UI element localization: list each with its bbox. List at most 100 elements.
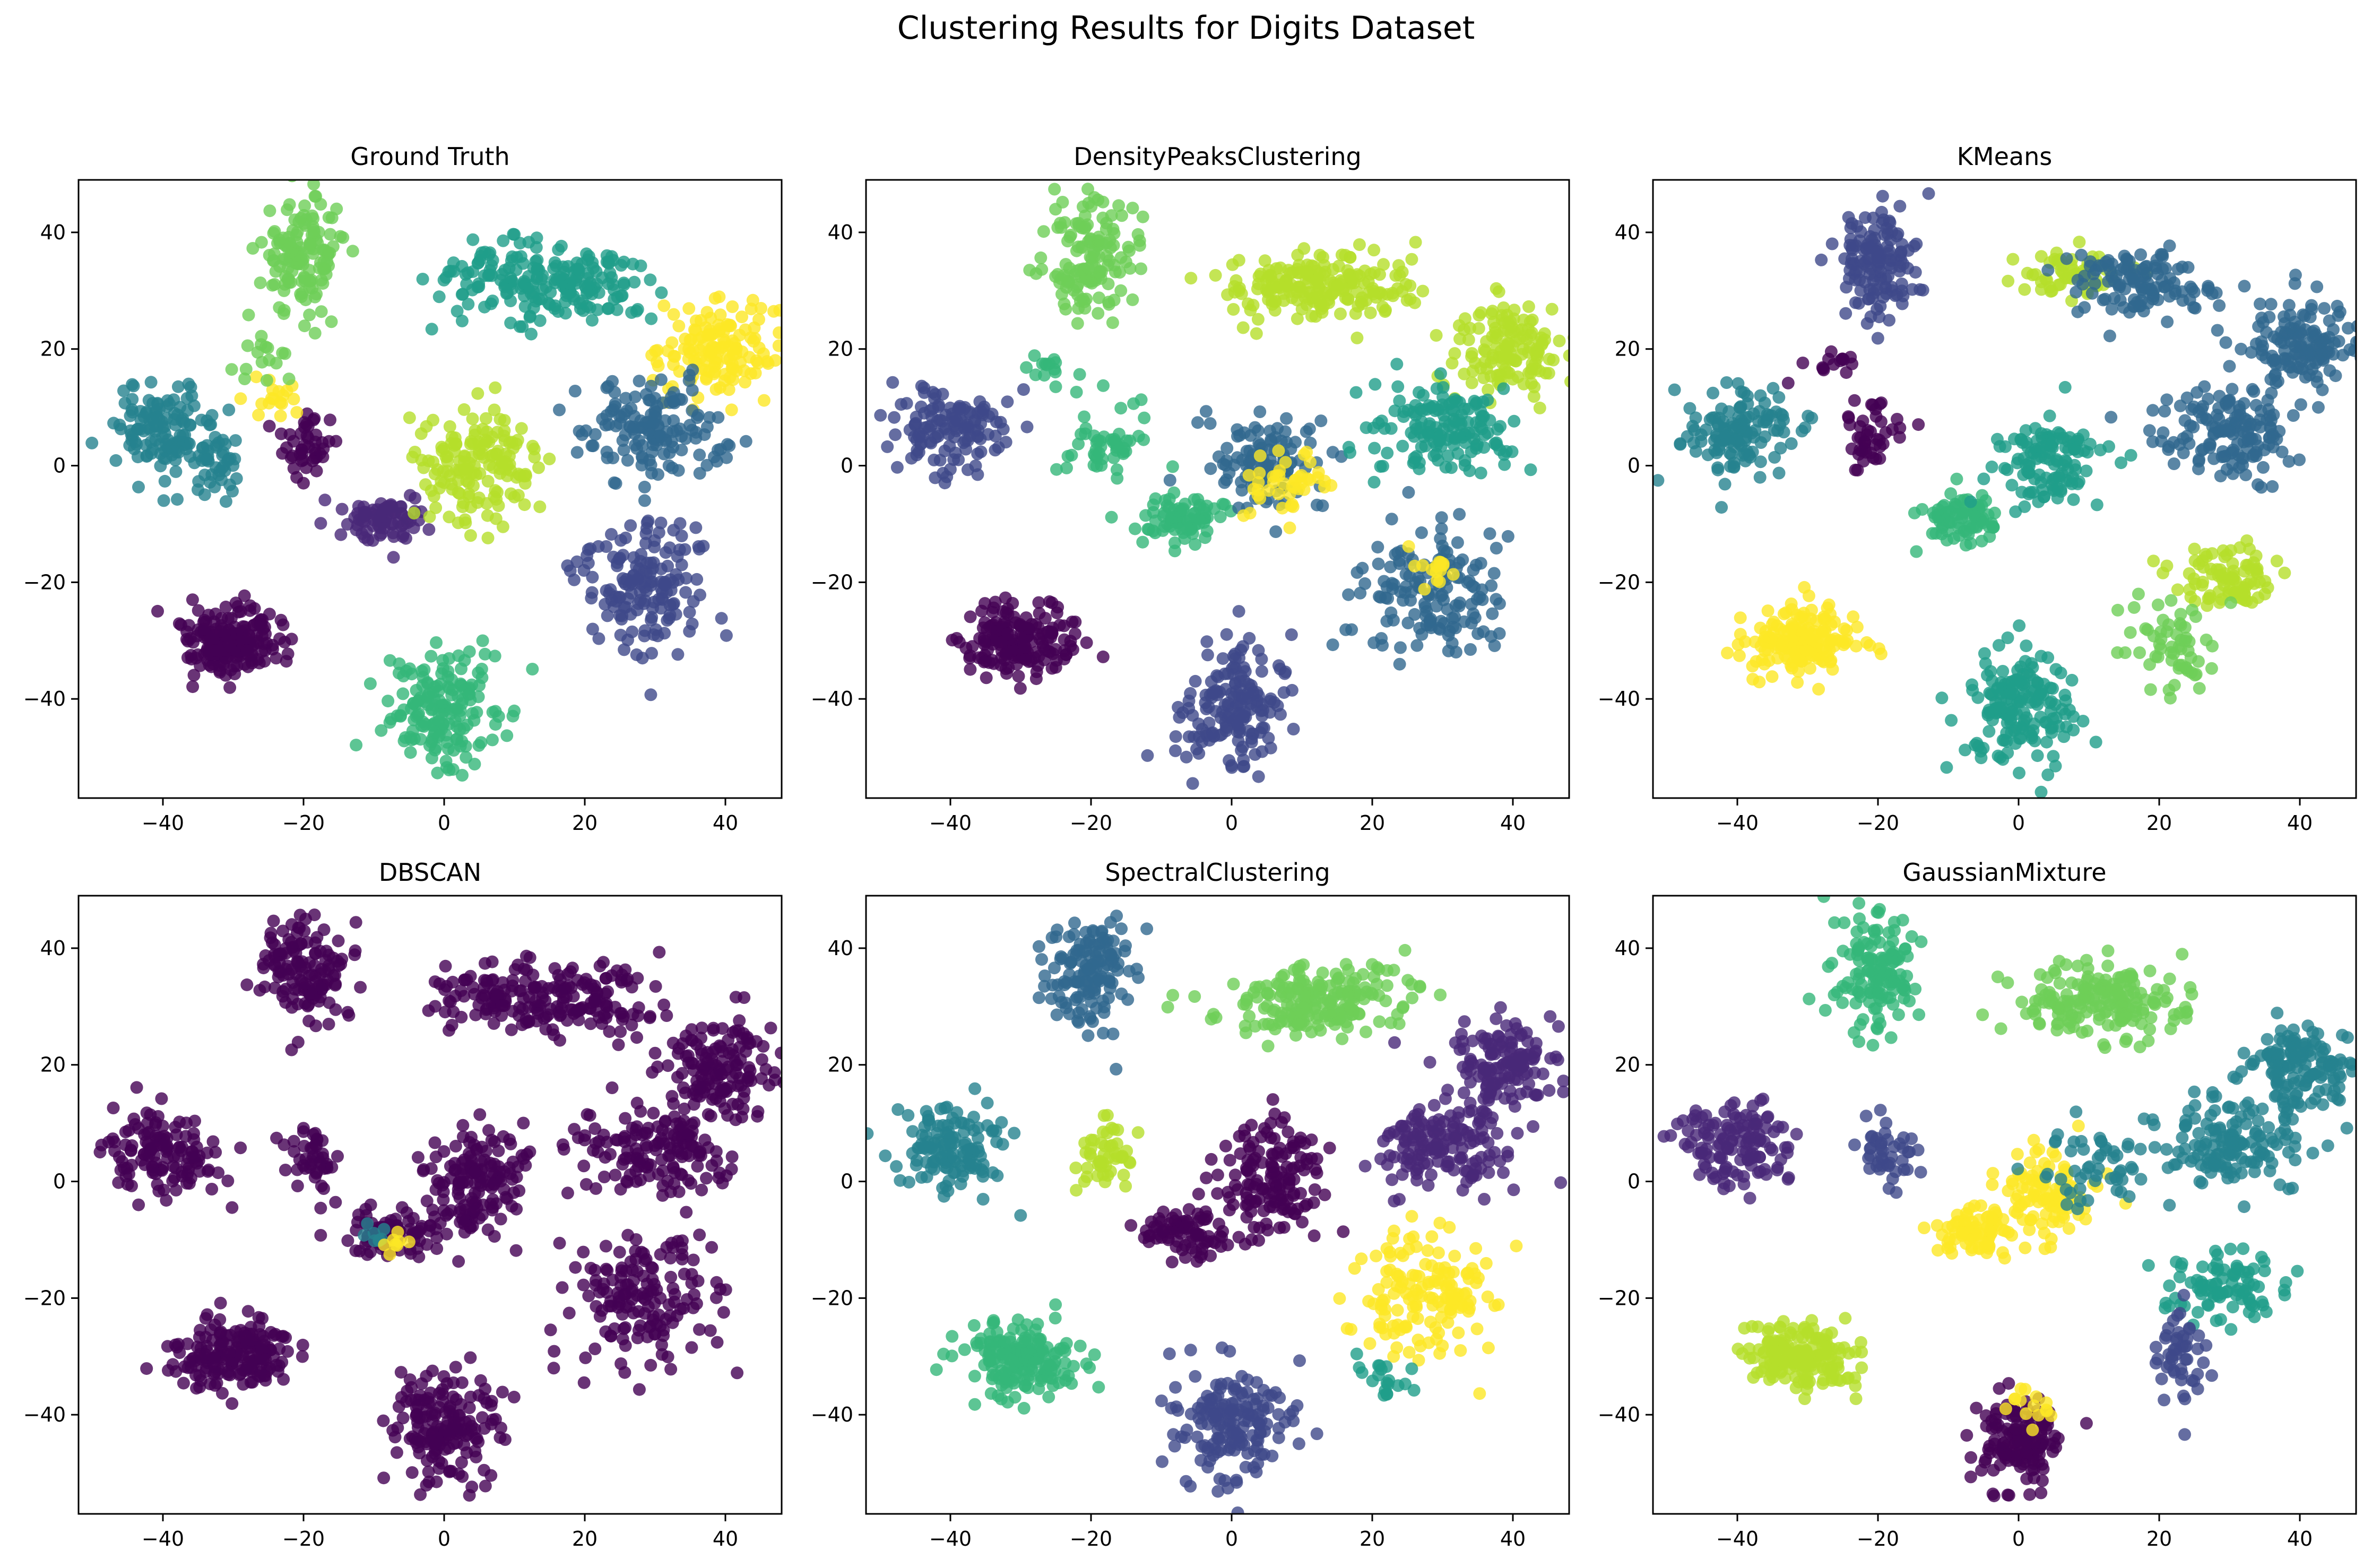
- point-cluster-7: [1910, 545, 1923, 558]
- point-cluster-9: [619, 392, 633, 405]
- point-cluster-0: [1910, 237, 1923, 250]
- point-cluster-8: [2005, 479, 2019, 492]
- point-cluster-7: [1944, 516, 1958, 529]
- point-cluster-10: [570, 555, 584, 568]
- point-cluster-8: [508, 490, 521, 504]
- point-cluster-5: [1136, 535, 1149, 549]
- point-cluster-1: [438, 983, 451, 996]
- point-cluster-6: [1253, 405, 1267, 418]
- point-cluster-10: [2147, 555, 2160, 568]
- point-cluster-9: [633, 421, 646, 434]
- point-cluster-12: [1761, 604, 1774, 618]
- point-cluster-11: [2178, 621, 2192, 634]
- point-cluster-13: [1983, 725, 1996, 738]
- point-cluster-5: [196, 441, 210, 454]
- point-cluster-8: [526, 439, 539, 453]
- point-cluster-0: [240, 978, 254, 991]
- point-cluster-9: [646, 445, 659, 458]
- point-cluster-10: [2188, 554, 2202, 567]
- point-cluster-12: [1203, 734, 1216, 747]
- point-cluster-1: [2073, 236, 2086, 249]
- point-cluster-5: [1856, 414, 1869, 428]
- point-cluster-10: [586, 622, 599, 636]
- point-cluster-12: [1237, 674, 1251, 687]
- point-cluster-11: [1058, 619, 1071, 633]
- point-cluster-0: [1873, 310, 1886, 324]
- point-cluster-5: [1168, 544, 1181, 558]
- point-cluster-9: [600, 409, 613, 422]
- point-cluster-9: [638, 480, 651, 493]
- point-cluster-9: [666, 425, 680, 438]
- point-cluster-0: [315, 305, 328, 318]
- point-cluster-9: [693, 448, 706, 462]
- point-cluster-7: [1272, 444, 1285, 457]
- point-cluster-7: [1295, 469, 1308, 482]
- point-cluster-13: [2063, 704, 2076, 716]
- point-cluster-3: [678, 342, 691, 356]
- point-cluster-4: [153, 403, 166, 416]
- point-cluster-10: [648, 540, 661, 553]
- point-cluster-0: [1092, 307, 1105, 320]
- point-cluster-8: [1381, 446, 1394, 460]
- point-cluster-3: [735, 310, 748, 324]
- point-cluster-0: [1056, 196, 1069, 209]
- point-cluster-10: [654, 516, 668, 530]
- point-cluster-11: [2154, 625, 2167, 638]
- point-cluster-1: [1339, 249, 1352, 262]
- point-cluster-12: [1770, 619, 1784, 633]
- point-cluster-1: [455, 314, 469, 327]
- point-cluster-4: [1785, 437, 1798, 450]
- point-cluster-3: [704, 311, 717, 325]
- point-cluster-3: [1017, 383, 1030, 396]
- point-cluster-0: [290, 926, 304, 940]
- point-cluster-12: [375, 724, 388, 737]
- point-cluster-8: [2045, 478, 2058, 491]
- point-cluster-8: [1396, 439, 1409, 453]
- point-cluster-11: [227, 660, 240, 673]
- point-cluster-3: [2235, 342, 2248, 356]
- point-cluster-11: [966, 640, 979, 653]
- point-cluster-2: [552, 243, 565, 256]
- point-cluster-8: [2080, 464, 2093, 478]
- y-tick-label: −20: [23, 570, 66, 594]
- point-cluster-3: [752, 313, 765, 326]
- point-cluster-10: [2217, 544, 2230, 557]
- point-cluster-10: [635, 548, 648, 561]
- point-cluster-2: [1492, 285, 1505, 298]
- point-cluster-8: [2061, 463, 2074, 476]
- point-cluster-13: [2076, 715, 2090, 727]
- point-cluster-10: [661, 614, 674, 627]
- point-cluster-9: [1378, 575, 1391, 588]
- point-cluster-7: [1975, 499, 1988, 513]
- x-tick-label: 40: [2287, 811, 2313, 835]
- point-cluster-1: [1381, 288, 1394, 301]
- point-cluster-14: [238, 372, 251, 385]
- point-cluster-1: [1250, 327, 1263, 340]
- point-cluster-4: [167, 439, 180, 452]
- point-cluster-13: [1073, 368, 1086, 381]
- point-cluster-13: [1993, 701, 2006, 714]
- point-cluster-1: [460, 278, 473, 291]
- point-cluster-3: [761, 357, 775, 370]
- point-cluster-7: [359, 508, 373, 522]
- point-cluster-1: [1305, 309, 1318, 323]
- point-cluster-9: [568, 385, 582, 397]
- point-cluster-7: [387, 551, 400, 564]
- point-cluster-12: [404, 746, 417, 759]
- point-cluster-1: [486, 254, 499, 267]
- y-tick-label: 0: [841, 454, 853, 478]
- point-cluster-2: [2099, 256, 2113, 268]
- point-cluster-9: [1381, 592, 1395, 605]
- point-cluster-6: [1204, 462, 1217, 475]
- point-cluster-12: [1785, 659, 1797, 672]
- point-cluster-13: [2020, 711, 2033, 724]
- point-cluster-11: [2154, 642, 2167, 655]
- point-cluster-4: [1774, 441, 1787, 455]
- point-cluster-11: [258, 620, 271, 634]
- point-cluster-1: [1358, 264, 1371, 278]
- point-cluster-11: [983, 656, 996, 669]
- point-cluster-3: [990, 415, 1003, 429]
- point-cluster-1: [1315, 306, 1329, 319]
- point-cluster-6: [280, 441, 293, 454]
- point-cluster-2: [1500, 340, 1513, 353]
